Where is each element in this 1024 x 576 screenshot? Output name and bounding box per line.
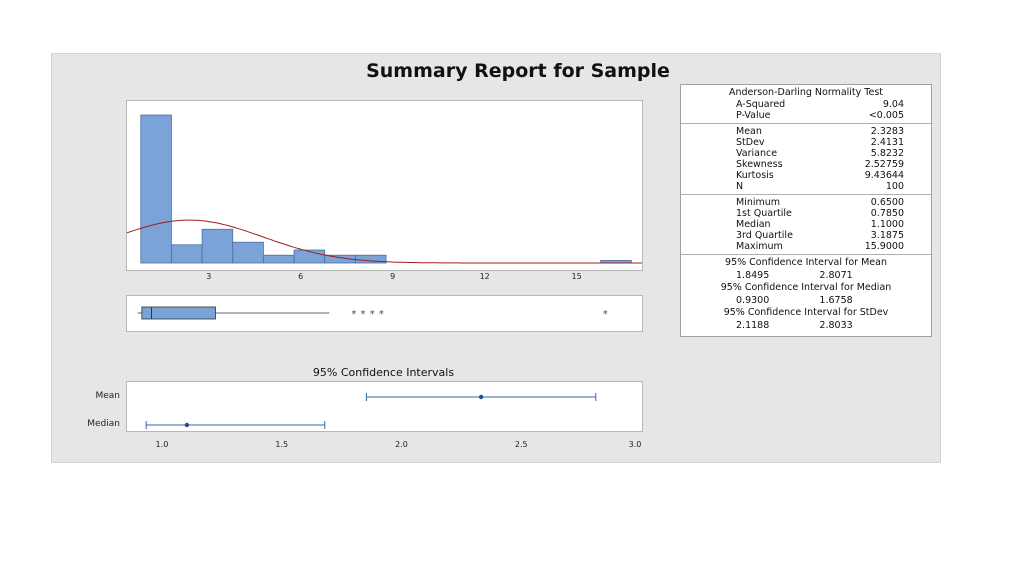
histogram-x-tick: 6 <box>298 272 304 281</box>
quantile-stat-value: 15.9000 <box>864 241 904 252</box>
quantile-stat-value: 0.6500 <box>870 197 904 208</box>
ad-stat-value: 9.04 <box>882 99 904 110</box>
moment-stat-row: StDev 2.4131 <box>681 137 931 148</box>
ci-mean-high: 2.8071 <box>819 270 853 281</box>
statistics-table: Anderson-Darling Normality Test A-Square… <box>680 84 932 337</box>
ci-x-tick: 2.5 <box>514 440 528 449</box>
boxplot-svg: * * * * * <box>137 306 608 320</box>
moment-stat-value: 9.43644 <box>864 170 904 181</box>
quantile-stat-row: Median 1.1000 <box>681 219 931 230</box>
boxplot-outlier: * <box>603 309 608 320</box>
moment-stat-value: 2.3283 <box>870 126 904 137</box>
boxplot-outlier: * <box>361 309 366 320</box>
ci-stdev-title: 95% Confidence Interval for StDev <box>723 307 889 318</box>
ci-svg <box>145 393 597 429</box>
moment-stat-row: N 100 <box>681 181 931 192</box>
histogram-plot <box>126 100 643 271</box>
ci-stdev-low: 2.1188 <box>736 320 770 331</box>
quantile-stat-value: 1.1000 <box>870 219 904 230</box>
moment-stat-value: 100 <box>885 181 904 192</box>
ci-label-mean: Mean <box>95 391 120 401</box>
quantile-stat-label: 1st Quartile <box>736 208 792 219</box>
moment-stat-value: 2.52759 <box>864 159 904 170</box>
quantile-stat-row: Minimum 0.6500 <box>681 197 931 208</box>
histogram-bar <box>263 254 295 264</box>
ad-stat-row: P-Value <0.005 <box>681 110 931 121</box>
ad-stat-label: A-Squared <box>736 99 786 110</box>
ci-chart-title: 95% Confidence Intervals <box>312 366 455 379</box>
summary-report-panel: Summary Report for Sample 3 6 9 12 15 * * * * * … <box>51 53 941 463</box>
histogram-x-tick: 15 <box>571 272 582 281</box>
quantile-stat-value: 3.1875 <box>870 230 904 241</box>
histogram-x-tick: 3 <box>206 272 212 281</box>
ci-mean-title: 95% Confidence Interval for Mean <box>725 257 887 268</box>
moment-stat-row: Mean 2.3283 <box>681 126 931 137</box>
quantile-stat-label: 3rd Quartile <box>736 230 793 241</box>
quantile-stat-label: Maximum <box>736 241 783 252</box>
boxplot-outlier: * <box>370 309 375 320</box>
ci-estimate-point <box>184 422 190 428</box>
boxplot-plot: * * * * * <box>126 295 643 332</box>
ci-section: 95% Confidence Interval for Mean 1.8495 2… <box>681 255 931 332</box>
quantile-stat-label: Minimum <box>736 197 781 208</box>
ci-x-tick: 1.5 <box>275 440 289 449</box>
quantile-stat-row: Maximum 15.9000 <box>681 241 931 252</box>
quantiles-section: Minimum 0.6500 1st Quartile 0.7850 Median 1.1… <box>681 195 931 255</box>
histogram-svg <box>127 114 642 264</box>
moment-stat-label: Mean <box>736 126 762 137</box>
ci-median-title: 95% Confidence Interval for Median <box>720 282 892 293</box>
ci-x-tick: 3.0 <box>628 440 642 449</box>
moment-stat-value: 5.8232 <box>870 148 904 159</box>
histogram-bar <box>232 241 264 264</box>
quantile-stat-label: Median <box>736 219 771 230</box>
histogram-bar <box>201 228 234 264</box>
ci-x-tick: 1.0 <box>155 440 169 449</box>
boxplot-outlier: * <box>351 309 356 320</box>
histogram-x-tick: 9 <box>390 272 396 281</box>
ci-estimate-point <box>478 394 484 400</box>
boxplot-outlier: * <box>379 309 384 320</box>
ad-stat-row: A-Squared 9.04 <box>681 99 931 110</box>
moment-stat-label: Variance <box>736 148 778 159</box>
ci-stdev-high: 2.8033 <box>819 320 853 331</box>
ad-section: Anderson-Darling Normality Test A-Square… <box>681 85 931 124</box>
histogram-x-tick: 12 <box>479 272 490 281</box>
moment-stat-value: 2.4131 <box>870 137 904 148</box>
ad-title: Anderson-Darling Normality Test <box>729 87 883 98</box>
normal-fit-curve <box>127 219 642 264</box>
histogram-bar <box>140 114 172 264</box>
ad-stat-label: P-Value <box>736 110 771 121</box>
boxplot-box <box>141 306 216 320</box>
report-title: Summary Report for Sample <box>366 60 670 82</box>
ci-plot <box>126 381 643 432</box>
quantile-stat-value: 0.7850 <box>870 208 904 219</box>
quantile-stat-row: 1st Quartile 0.7850 <box>681 208 931 219</box>
moment-stat-label: Skewness <box>736 159 783 170</box>
ci-median-low: 0.9300 <box>736 295 770 306</box>
quantile-stat-row: 3rd Quartile 3.1875 <box>681 230 931 241</box>
moment-stat-label: StDev <box>736 137 765 148</box>
moment-stat-row: Skewness 2.52759 <box>681 159 931 170</box>
moment-stat-row: Variance 5.8232 <box>681 148 931 159</box>
ad-stat-value: <0.005 <box>868 110 904 121</box>
ci-median-high: 1.6758 <box>819 295 853 306</box>
ci-mean-low: 1.8495 <box>736 270 770 281</box>
histogram-bar <box>171 244 203 264</box>
moment-stat-label: Kurtosis <box>736 170 774 181</box>
moment-stat-row: Kurtosis 9.43644 <box>681 170 931 181</box>
moments-section: Mean 2.3283 StDev 2.4131 Variance 5.8232 Skewn… <box>681 124 931 195</box>
moment-stat-label: N <box>736 181 744 192</box>
ci-x-tick: 2.0 <box>395 440 408 449</box>
ci-label-median: Median <box>87 419 120 429</box>
